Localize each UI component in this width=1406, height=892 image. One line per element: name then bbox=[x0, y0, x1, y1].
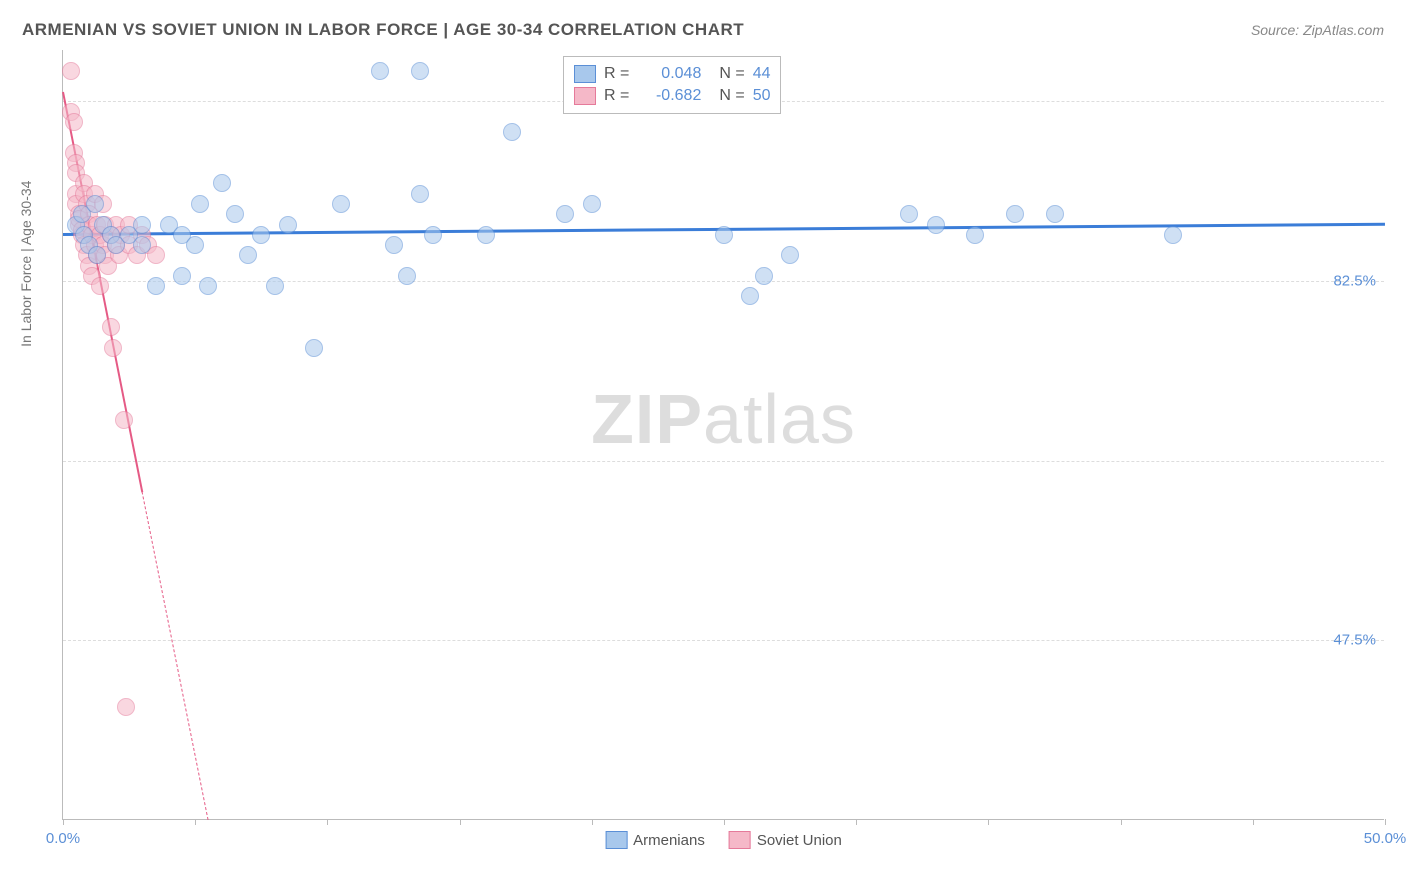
data-point bbox=[477, 226, 495, 244]
data-point bbox=[133, 216, 151, 234]
data-point bbox=[332, 195, 350, 213]
y-tick-label: 82.5% bbox=[1333, 273, 1376, 290]
x-tick bbox=[327, 819, 328, 825]
data-point bbox=[411, 62, 429, 80]
data-point bbox=[115, 411, 133, 429]
x-tick-label: 0.0% bbox=[46, 830, 80, 847]
data-point bbox=[411, 185, 429, 203]
data-point bbox=[385, 236, 403, 254]
legend-swatch bbox=[729, 831, 751, 849]
x-tick bbox=[1121, 819, 1122, 825]
x-tick bbox=[195, 819, 196, 825]
data-point bbox=[186, 236, 204, 254]
x-tick bbox=[1385, 819, 1386, 825]
y-axis-label: In Labor Force | Age 30-34 bbox=[18, 181, 34, 347]
data-point bbox=[266, 277, 284, 295]
n-value: 50 bbox=[753, 87, 771, 105]
x-tick bbox=[63, 819, 64, 825]
data-point bbox=[556, 205, 574, 223]
data-point bbox=[927, 216, 945, 234]
chart-source: Source: ZipAtlas.com bbox=[1251, 22, 1384, 38]
data-point bbox=[305, 339, 323, 357]
watermark: ZIPatlas bbox=[591, 379, 856, 459]
data-point bbox=[1164, 226, 1182, 244]
legend-swatch bbox=[574, 87, 596, 105]
data-point bbox=[424, 226, 442, 244]
x-tick-label: 50.0% bbox=[1364, 830, 1406, 847]
legend-swatch bbox=[574, 65, 596, 83]
data-point bbox=[91, 277, 109, 295]
legend-label: Armenians bbox=[633, 832, 705, 849]
data-point bbox=[199, 277, 217, 295]
data-point bbox=[279, 216, 297, 234]
chart-header: ARMENIAN VS SOVIET UNION IN LABOR FORCE … bbox=[22, 20, 1384, 40]
gridline-h bbox=[63, 281, 1384, 282]
data-point bbox=[715, 226, 733, 244]
watermark-light: atlas bbox=[703, 380, 856, 458]
data-point bbox=[62, 62, 80, 80]
data-point bbox=[226, 205, 244, 223]
n-label: N = bbox=[719, 65, 744, 83]
data-point bbox=[1046, 205, 1064, 223]
data-point bbox=[252, 226, 270, 244]
r-label: R = bbox=[604, 87, 629, 105]
legend-label: Soviet Union bbox=[757, 832, 842, 849]
n-label: N = bbox=[719, 87, 744, 105]
gridline-h bbox=[63, 461, 1384, 462]
data-point bbox=[583, 195, 601, 213]
legend-item: Soviet Union bbox=[729, 831, 842, 849]
y-tick-label: 47.5% bbox=[1333, 632, 1376, 649]
data-point bbox=[755, 267, 773, 285]
data-point bbox=[133, 236, 151, 254]
data-point bbox=[1006, 205, 1024, 223]
r-label: R = bbox=[604, 65, 629, 83]
data-point bbox=[371, 62, 389, 80]
chart-title: ARMENIAN VS SOVIET UNION IN LABOR FORCE … bbox=[22, 20, 744, 40]
correlation-row: R = -0.682 N = 50 bbox=[574, 85, 770, 107]
data-point bbox=[102, 318, 120, 336]
legend: Armenians Soviet Union bbox=[605, 831, 842, 849]
data-point bbox=[781, 246, 799, 264]
data-point bbox=[503, 123, 521, 141]
chart-plot-area: ZIPatlas 47.5%82.5%0.0%50.0%R =0.048N =4… bbox=[62, 50, 1384, 820]
legend-swatch bbox=[605, 831, 627, 849]
watermark-bold: ZIP bbox=[591, 380, 703, 458]
data-point bbox=[117, 698, 135, 716]
r-value: 0.048 bbox=[637, 65, 701, 83]
legend-item: Armenians bbox=[605, 831, 705, 849]
data-point bbox=[213, 174, 231, 192]
x-tick bbox=[988, 819, 989, 825]
data-point bbox=[900, 205, 918, 223]
data-point bbox=[173, 267, 191, 285]
r-value: -0.682 bbox=[637, 87, 701, 105]
data-point bbox=[398, 267, 416, 285]
data-point bbox=[88, 246, 106, 264]
data-point bbox=[966, 226, 984, 244]
x-tick bbox=[1253, 819, 1254, 825]
x-tick bbox=[460, 819, 461, 825]
n-value: 44 bbox=[753, 65, 771, 83]
data-point bbox=[741, 287, 759, 305]
data-point bbox=[191, 195, 209, 213]
x-tick bbox=[592, 819, 593, 825]
data-point bbox=[86, 195, 104, 213]
trend-line bbox=[142, 492, 209, 821]
x-tick bbox=[724, 819, 725, 825]
data-point bbox=[239, 246, 257, 264]
data-point bbox=[147, 277, 165, 295]
correlation-row: R = 0.048 N = 44 bbox=[574, 63, 770, 85]
gridline-h bbox=[63, 640, 1384, 641]
data-point bbox=[65, 113, 83, 131]
data-point bbox=[104, 339, 122, 357]
correlation-box: R = 0.048 N = 44 R = -0.682 N = 50 bbox=[563, 56, 781, 114]
x-tick bbox=[856, 819, 857, 825]
